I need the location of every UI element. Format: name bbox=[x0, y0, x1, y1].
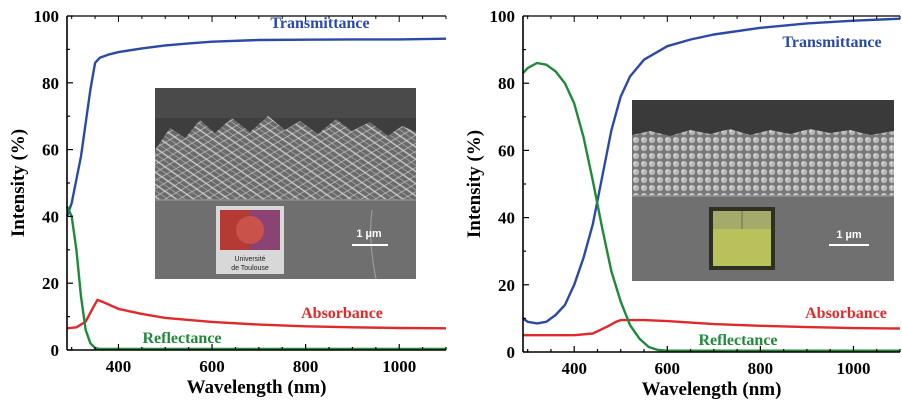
y-tick-label: 0 bbox=[51, 341, 60, 360]
y-tick-label: 20 bbox=[42, 274, 59, 293]
y-tick-label: 100 bbox=[34, 7, 60, 26]
series-label-reflectance: Reflectance bbox=[698, 332, 777, 349]
y-tick-label: 40 bbox=[42, 207, 59, 226]
chart-2: 1 µm 400 600 800 1000 0 20 40 60 80 100 Wavelength… bbox=[464, 7, 901, 400]
y-tick-label: 60 bbox=[42, 141, 59, 160]
logo-text-line-1: Université bbox=[234, 256, 265, 263]
y-axis-label: Intensity (%) bbox=[464, 130, 485, 238]
chart-2-inset-image: 1 µm bbox=[632, 100, 894, 281]
series-label-absorbance: Absorbance bbox=[805, 305, 887, 322]
series-line-reflectance bbox=[65, 205, 446, 351]
chart-1-inset-image: Université de Toulouse 1 µm bbox=[155, 88, 416, 280]
series-label-absorbance: Absorbance bbox=[301, 305, 383, 322]
x-tick-label: 800 bbox=[293, 357, 319, 376]
university-logo: Université de Toulouse bbox=[216, 206, 284, 274]
series-label-reflectance: Reflectance bbox=[142, 330, 221, 347]
logo-text-line-2: de Toulouse bbox=[231, 265, 269, 272]
chart-1: Université de Toulouse 1 µm 400 600 800 100… bbox=[8, 7, 447, 398]
sample-photo bbox=[709, 207, 775, 270]
y-tick-label: 20 bbox=[498, 276, 515, 295]
series-label-transmittance: Transmittance bbox=[782, 34, 881, 51]
series-line-absorbance bbox=[523, 318, 901, 337]
y-axis-label: Intensity (%) bbox=[8, 129, 29, 237]
y-tick-label: 40 bbox=[498, 209, 515, 228]
x-axis-label: Wavelength (nm) bbox=[187, 377, 327, 398]
y-tick-label: 0 bbox=[507, 343, 516, 362]
y-tick-label: 100 bbox=[490, 7, 516, 26]
y-tick-label: 60 bbox=[498, 141, 515, 160]
series-line-transmittance bbox=[65, 37, 447, 217]
x-tick-label: 600 bbox=[655, 359, 681, 378]
series-line-absorbance bbox=[66, 298, 447, 330]
x-axis-label: Wavelength (nm) bbox=[642, 379, 782, 400]
scale-bar-label: 1 µm bbox=[356, 228, 382, 240]
series-line-transmittance bbox=[522, 17, 901, 325]
y-tick-label: 80 bbox=[42, 74, 59, 93]
x-tick-label: 600 bbox=[199, 357, 225, 376]
scale-bar-label: 1 µm bbox=[836, 229, 862, 241]
x-tick-label: 800 bbox=[748, 359, 774, 378]
x-tick-label: 1000 bbox=[836, 359, 870, 378]
x-tick-label: 1000 bbox=[382, 357, 416, 376]
series-label-transmittance: Transmittance bbox=[270, 15, 369, 32]
y-tick-label: 80 bbox=[498, 74, 515, 93]
x-tick-label: 400 bbox=[106, 357, 132, 376]
x-tick-label: 400 bbox=[561, 359, 587, 378]
